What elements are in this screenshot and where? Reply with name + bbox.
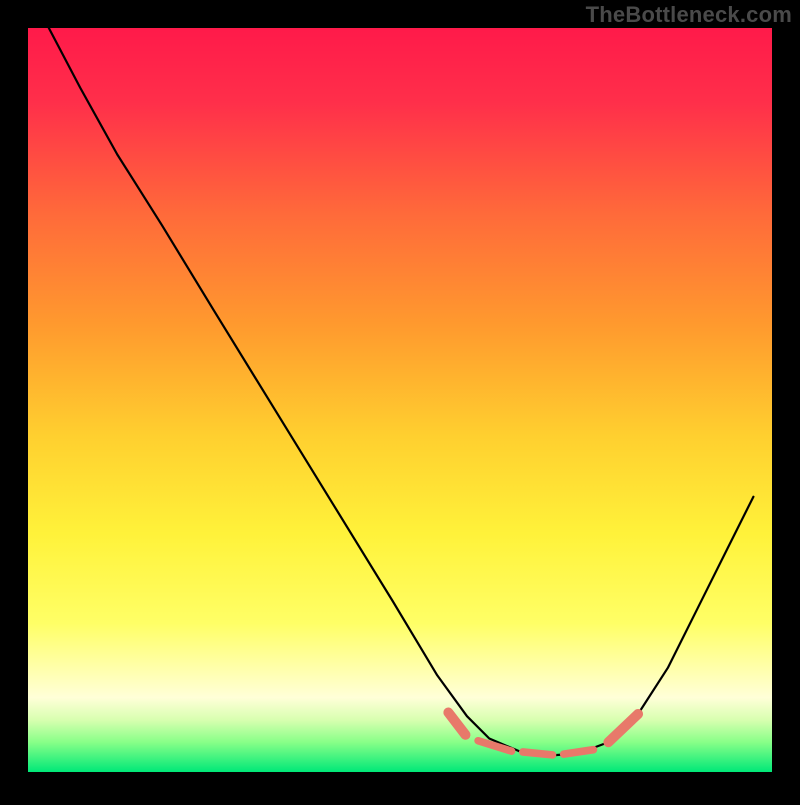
marker-segment [523, 752, 553, 755]
watermark-text: TheBottleneck.com [586, 2, 792, 28]
bottleneck-chart [0, 0, 800, 800]
marker-segment [564, 750, 594, 754]
chart-svg [0, 0, 800, 800]
plot-gradient-background [28, 28, 772, 772]
